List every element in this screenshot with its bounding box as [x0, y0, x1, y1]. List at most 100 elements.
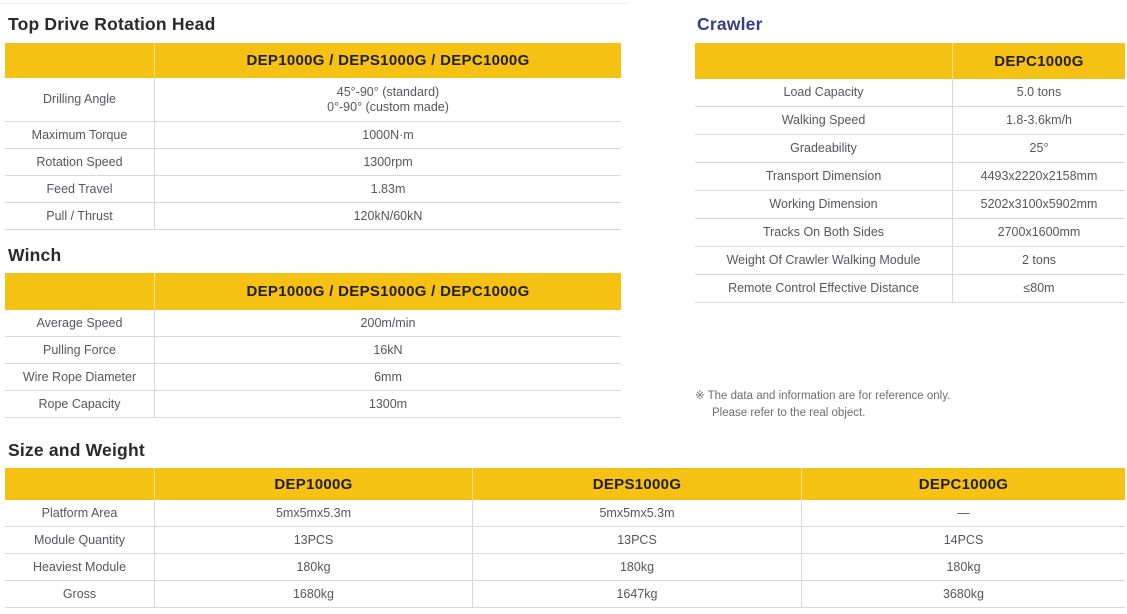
row-value: 120kN/60kN [353, 208, 423, 223]
top-divider [0, 3, 628, 4]
table-row: Drilling Angle 45°-90° (standard) 0°-90°… [5, 78, 621, 122]
header-model-cell: DEP1000G / DEPS1000G / DEPC1000G [246, 283, 530, 300]
table-row: Feed Travel 1.83m [5, 176, 621, 203]
header-model-cell: DEPS1000G [473, 468, 802, 500]
row-label: Pull / Thrust [5, 203, 155, 229]
row-label: Drilling Angle [5, 78, 155, 121]
table-row: Pulling Force 16kN [5, 337, 621, 364]
row-value: 25° [1029, 141, 1049, 155]
table-row: Heaviest Module 180kg 180kg 180kg [5, 554, 1125, 581]
row-value: 1300rpm [363, 154, 413, 169]
header-empty-cell [695, 43, 953, 79]
table-row: Walking Speed 1.8-3.6km/h [695, 107, 1125, 135]
value-line: 45°-90° (standard) [336, 84, 440, 99]
table-row: Rotation Speed 1300rpm [5, 149, 621, 176]
top-drive-table: DEP1000G / DEPS1000G / DEPC1000G Drillin… [5, 43, 621, 230]
row-value: 14PCS [943, 532, 984, 547]
row-value: 180kg [946, 559, 981, 574]
row-label: Gross [5, 581, 155, 607]
section-title-top-drive: Top Drive Rotation Head [8, 14, 216, 34]
header-model-cell: DEPC1000G [994, 52, 1084, 70]
table-row: Module Quantity 13PCS 13PCS 14PCS [5, 527, 1125, 554]
row-value: 180kg [473, 554, 802, 580]
crawler-table: DEPC1000G Load Capacity 5.0 tons Walking… [695, 43, 1125, 303]
table-row: Gradeability 25° [695, 135, 1125, 163]
row-value: 1.8-3.6km/h [1005, 113, 1072, 127]
table-row: Tracks On Both Sides 2700x1600mm [695, 219, 1125, 247]
table-row: Wire Rope Diameter 6mm [5, 364, 621, 391]
row-value: 5mx5mx5.3m [155, 500, 473, 526]
row-label: Pulling Force [5, 337, 155, 363]
row-label: Gradeability [695, 135, 953, 162]
row-value: 5.0 tons [1016, 85, 1062, 99]
row-value: 16kN [373, 342, 403, 357]
row-value: 180kg [155, 554, 473, 580]
row-value: 200m/min [360, 315, 416, 330]
row-label: Feed Travel [5, 176, 155, 202]
value-line: 0°-90° (custom made) [327, 99, 449, 114]
header-empty-cell [5, 468, 155, 500]
row-label: Walking Speed [695, 107, 953, 134]
size-weight-table: DEP1000G DEPS1000G DEPC1000G Platform Ar… [5, 468, 1125, 608]
row-value: 45°-90° (standard) 0°-90° (custom made) [155, 78, 621, 121]
table-header-row: DEP1000G DEPS1000G DEPC1000G [5, 468, 1125, 500]
table-row: Gross 1680kg 1647kg 3680kg [5, 581, 1125, 608]
row-label: Module Quantity [5, 527, 155, 553]
row-label: Remote Control Effective Distance [695, 275, 953, 302]
table-row: Maximum Torque 1000N·m [5, 122, 621, 149]
row-value: 1680kg [155, 581, 473, 607]
winch-table: DEP1000G / DEPS1000G / DEPC1000G Average… [5, 273, 621, 418]
table-row: Weight Of Crawler Walking Module 2 tons [695, 247, 1125, 275]
row-label: Average Speed [5, 310, 155, 336]
note-line-2: Please refer to the real object. [712, 407, 866, 419]
row-label: Tracks On Both Sides [695, 219, 953, 246]
table-header-row: DEP1000G / DEPS1000G / DEPC1000G [5, 273, 621, 310]
table-row: Rope Capacity 1300m [5, 391, 621, 418]
row-label: Rope Capacity [5, 391, 155, 417]
table-row: Platform Area 5mx5mx5.3m 5mx5mx5.3m — [5, 500, 1125, 527]
row-label: Weight Of Crawler Walking Module [695, 247, 953, 274]
row-value: ≤80m [1023, 281, 1055, 295]
header-empty-cell [5, 273, 155, 310]
row-label: Maximum Torque [5, 122, 155, 148]
row-label: Platform Area [5, 500, 155, 526]
row-label: Wire Rope Diameter [5, 364, 155, 390]
row-value: 5202x3100x5902mm [980, 197, 1098, 211]
table-row: Transport Dimension 4493x2220x2158mm [695, 163, 1125, 191]
reference-note: ※ The data and information are for refer… [695, 388, 950, 422]
header-model-cell: DEP1000G / DEPS1000G / DEPC1000G [246, 52, 530, 69]
table-row: Remote Control Effective Distance ≤80m [695, 275, 1125, 303]
note-line-1: ※ The data and information are for refer… [695, 390, 951, 402]
row-value: 1647kg [473, 581, 802, 607]
section-title-crawler: Crawler [697, 14, 763, 34]
row-value: 2700x1600mm [997, 225, 1081, 239]
table-header-row: DEP1000G / DEPS1000G / DEPC1000G [5, 43, 621, 78]
table-header-row: DEPC1000G [695, 43, 1125, 79]
header-empty-cell [5, 43, 155, 78]
row-value: 4493x2220x2158mm [980, 169, 1098, 183]
row-label: Working Dimension [695, 191, 953, 218]
table-row: Pull / Thrust 120kN/60kN [5, 203, 621, 230]
row-value: 5mx5mx5.3m [473, 500, 802, 526]
row-label: Transport Dimension [695, 163, 953, 190]
table-row: Load Capacity 5.0 tons [695, 79, 1125, 107]
section-title-winch: Winch [8, 245, 62, 265]
row-label: Heaviest Module [5, 554, 155, 580]
row-label: Load Capacity [695, 79, 953, 106]
row-value: 3680kg [942, 586, 984, 601]
value-lines: 45°-90° (standard) 0°-90° (custom made) [327, 85, 449, 115]
row-value: 1.83m [370, 181, 406, 196]
table-row: Average Speed 200m/min [5, 310, 621, 337]
header-model-cell: DEP1000G [155, 468, 473, 500]
row-value: 1300m [368, 396, 408, 411]
table-row: Working Dimension 5202x3100x5902mm [695, 191, 1125, 219]
row-value: — [957, 505, 970, 520]
row-label: Rotation Speed [5, 149, 155, 175]
row-value: 13PCS [155, 527, 473, 553]
row-value: 2 tons [1021, 253, 1057, 267]
section-title-size-weight: Size and Weight [8, 440, 145, 460]
row-value: 13PCS [473, 527, 802, 553]
row-value: 1000N·m [362, 127, 414, 142]
header-model-cell: DEPC1000G [918, 475, 1009, 493]
row-value: 6mm [374, 369, 402, 384]
